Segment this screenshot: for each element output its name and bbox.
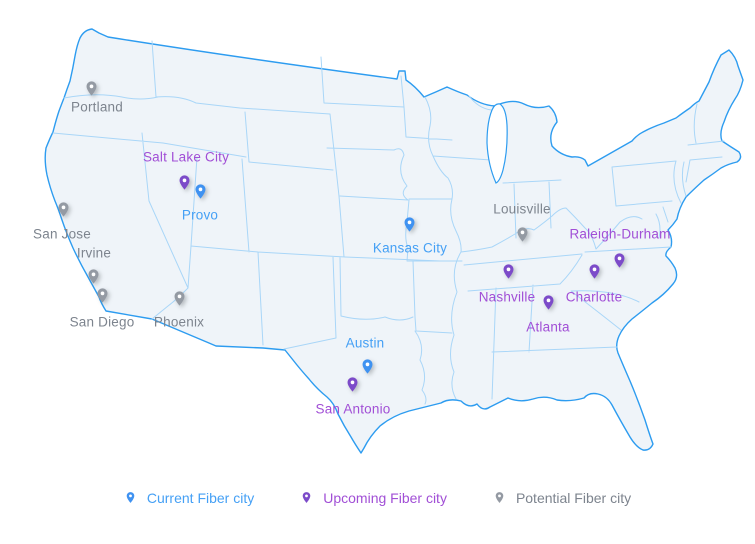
city-label: San Diego	[69, 314, 135, 330]
map-pin-icon	[176, 171, 193, 194]
city-label: Louisville	[493, 201, 551, 217]
map-pin-icon	[124, 489, 137, 506]
map-pin-icon	[171, 287, 188, 310]
city-label: Irvine	[76, 245, 112, 261]
city-label: Atlanta	[526, 319, 570, 335]
city-label: Phoenix	[153, 314, 205, 330]
map-pin-icon	[300, 489, 313, 506]
city-label: Provo	[181, 207, 219, 223]
legend-item-upcoming: Upcoming Fiber city	[300, 489, 447, 506]
map-pin-icon	[83, 77, 100, 100]
map-pin-icon	[514, 223, 531, 246]
legend-item-current: Current Fiber city	[124, 489, 254, 506]
city-label: Salt Lake City	[142, 149, 230, 165]
city-label: San Jose	[33, 226, 91, 242]
map-pin-icon	[586, 260, 603, 283]
us-state-borders	[52, 40, 725, 405]
legend-label: Current Fiber city	[146, 489, 255, 506]
legend-item-potential: Potential Fiber city	[493, 489, 631, 506]
legend: Current Fiber city Upcoming Fiber city P…	[0, 489, 755, 506]
map-pin-icon	[85, 265, 102, 288]
map-pin-icon	[540, 291, 557, 314]
map-pin-icon	[94, 284, 111, 307]
city-label: San Antonio	[315, 401, 391, 417]
city-label: Raleigh-Durham	[569, 226, 671, 242]
map-pin-icon	[359, 355, 376, 378]
map-pin-icon	[500, 260, 517, 283]
city-label: Kansas City	[372, 240, 448, 256]
us-country-outline	[44, 28, 744, 454]
map-pin-icon	[493, 489, 506, 506]
city-label: Charlotte	[565, 289, 623, 305]
map-pin-icon	[344, 373, 361, 396]
map-pin-icon	[55, 198, 72, 221]
map-pin-icon	[192, 180, 209, 203]
city-label: Portland	[71, 99, 123, 115]
legend-label: Upcoming Fiber city	[323, 489, 447, 506]
city-label: Nashville	[478, 289, 536, 305]
legend-label: Potential Fiber city	[515, 489, 632, 506]
city-label: Austin	[345, 335, 385, 351]
map-pin-icon	[401, 213, 418, 236]
map-pin-icon	[611, 249, 628, 272]
lake-michigan	[486, 103, 508, 184]
